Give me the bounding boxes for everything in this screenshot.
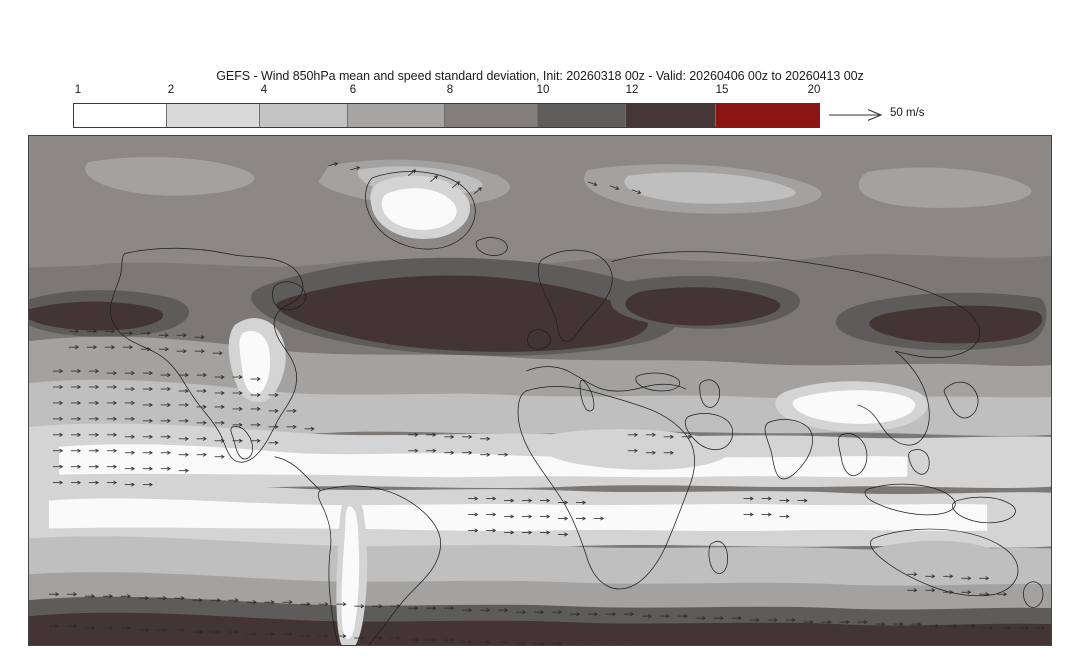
colorbar-segment-3	[259, 104, 349, 127]
colorbar-segment-2	[166, 104, 260, 127]
sd-light-features	[228, 175, 1006, 645]
colorbar-segment-5	[444, 104, 538, 127]
colorbar-tick: 10	[536, 84, 550, 96]
coastlines	[109, 171, 1044, 645]
colorbar-tick: 12	[625, 84, 639, 96]
wind-arrow-icon	[829, 109, 883, 121]
global-map[interactable]: from grib files provided by NCEP © 2026 …	[28, 135, 1052, 646]
colorbar-segment-8	[716, 104, 819, 127]
colorbar-tick: 2	[167, 84, 175, 96]
colorbar-segment-6	[537, 104, 627, 127]
colorbar-scale	[73, 103, 820, 128]
colorbar-tick: 8	[446, 84, 454, 96]
colorbar-segment-4	[348, 104, 445, 127]
colorbar: 1 2 4 6 8 10 12 15 20	[73, 84, 820, 128]
sd-field-contours	[29, 136, 1051, 645]
colorbar-tick: 6	[349, 84, 357, 96]
colorbar-tick: 4	[260, 84, 268, 96]
map-canvas	[29, 136, 1051, 645]
wind-reference-label: 50 m/s	[890, 107, 925, 119]
colorbar-segment-1	[74, 104, 167, 127]
colorbar-tick: 1	[74, 84, 82, 96]
colorbar-segment-7	[626, 104, 717, 127]
colorbar-tick-labels: 1 2 4 6 8 10 12 15 20	[73, 84, 821, 100]
page-title: GEFS - Wind 850hPa mean and speed standa…	[216, 69, 864, 83]
colorbar-tick: 20	[807, 84, 821, 96]
wind-reference-legend: 50 m/s	[828, 103, 958, 128]
colorbar-tick: 15	[715, 84, 729, 96]
